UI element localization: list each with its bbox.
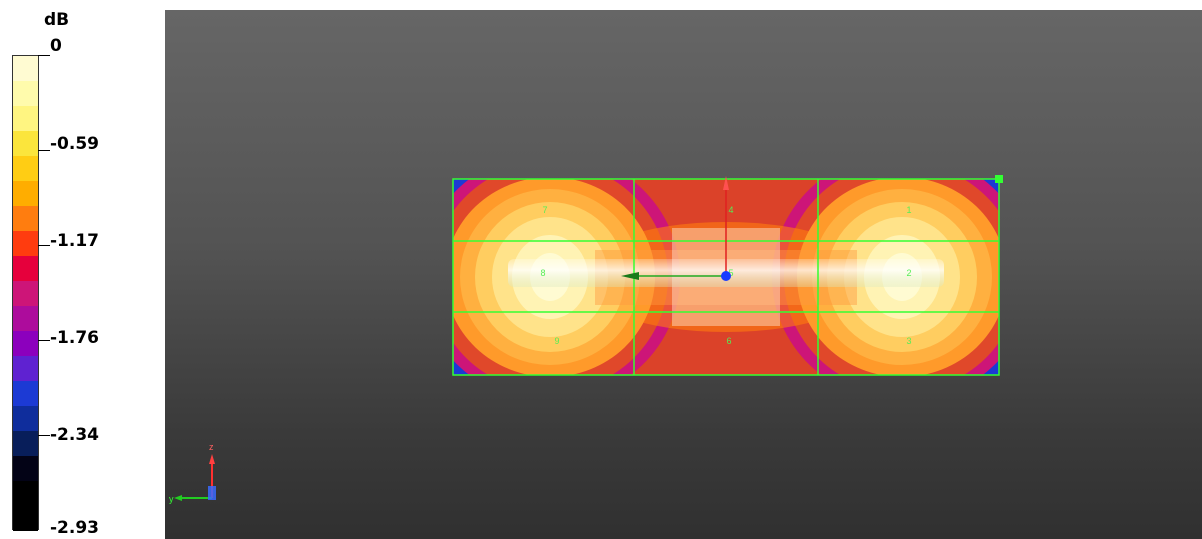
legend-tick: [38, 245, 50, 246]
contour-scene[interactable]: 7 4 1 8 5 2 9 6 3 y z: [165, 10, 1202, 539]
triad-z-arrow: [209, 454, 215, 464]
sensor-label-3: 3: [906, 336, 911, 346]
sensor-label-4: 4: [728, 205, 733, 215]
colorbar-swatch: [13, 306, 38, 331]
colorbar-swatch: [13, 231, 38, 256]
colorbar-swatch: [13, 281, 38, 306]
color-scale-legend: dB 0 -0.59 -1.17 -1.76 -2.34 -2.93: [0, 0, 165, 539]
3d-viewport[interactable]: 7 4 1 8 5 2 9 6 3 y z: [165, 10, 1202, 539]
colorbar-swatch: [13, 331, 38, 356]
gizmo-y-arrow: [621, 272, 639, 280]
sensor-label-9: 9: [554, 336, 559, 346]
legend-tick-label-min: -2.93: [50, 518, 99, 538]
legend-tick-label: -2.34: [50, 425, 99, 445]
legend-tick-label-max: 0: [50, 36, 62, 56]
triad-y-arrow: [174, 495, 182, 501]
sensor-label-7: 7: [542, 205, 547, 215]
colorbar-swatch: [13, 156, 38, 181]
axis-triad: y z: [169, 442, 216, 504]
sensor-label-8: 8: [540, 268, 545, 278]
legend-unit-label: dB: [44, 10, 70, 30]
colorbar-swatch: [13, 431, 38, 456]
colorbar-swatch: [13, 356, 38, 381]
sensor-label-5: 5: [728, 268, 733, 278]
grid-handle[interactable]: [995, 175, 1003, 183]
legend-tick: [38, 340, 50, 341]
gizmo-z-arrow: [723, 176, 729, 190]
colorbar-swatch: [13, 406, 38, 431]
colorbar-swatch: [13, 481, 38, 506]
legend-tick-label: -0.59: [50, 134, 99, 154]
sensor-label-6: 6: [726, 336, 731, 346]
sensor-label-2: 2: [906, 268, 911, 278]
colorbar-swatch: [13, 206, 38, 231]
colorbar-swatch: [13, 456, 38, 481]
colorbar-swatch: [13, 256, 38, 281]
colorbar-swatch: [13, 181, 38, 206]
colorbar-swatch: [13, 381, 38, 406]
colorbar-swatch: [13, 106, 38, 131]
legend-tick: [38, 55, 50, 56]
colorbar-swatch: [13, 506, 38, 531]
colorbar-swatch: [13, 56, 38, 81]
legend-tick: [38, 150, 50, 151]
triad-z-label: z: [209, 442, 214, 452]
triad-x-axis: [208, 486, 216, 500]
colorbar-swatch: [13, 81, 38, 106]
gizmo-origin-point[interactable]: [721, 271, 731, 281]
legend-tick: [38, 435, 50, 436]
legend-tick-label: -1.17: [50, 231, 99, 251]
sensor-label-1: 1: [906, 205, 911, 215]
sensor-labels: 7 4 1 8 5 2 9 6 3: [540, 205, 911, 346]
transform-gizmo[interactable]: [621, 176, 731, 281]
colorbar-swatch: [13, 131, 38, 156]
triad-y-label: y: [169, 494, 174, 504]
colorbar: [12, 55, 39, 531]
legend-tick-label: -1.76: [50, 328, 99, 348]
